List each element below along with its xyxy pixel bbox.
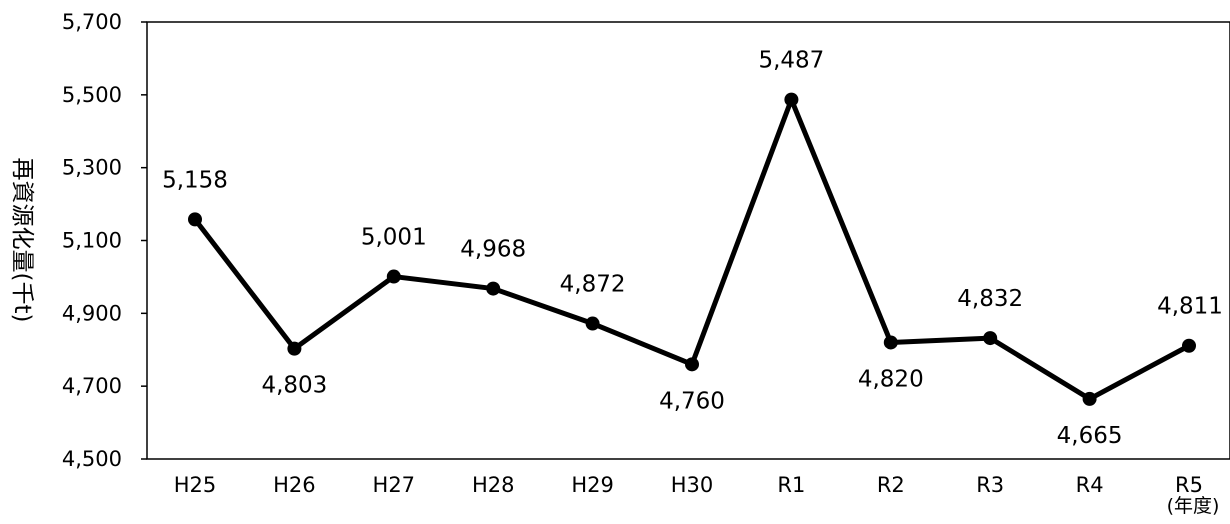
x-axis-ticks: H25 H26 H27 H28 H29 H30 R1 R2 R3 R4 R5 — [174, 473, 1203, 497]
data-point-marker — [685, 357, 699, 372]
data-point-marker — [883, 335, 898, 350]
data-point-marker — [983, 331, 998, 346]
y-tick-label: 4,500 — [62, 447, 122, 471]
data-label: 4,872 — [560, 272, 626, 298]
data-point-marker — [486, 281, 501, 296]
x-tick-label: H29 — [571, 473, 614, 497]
x-tick-label: R4 — [1076, 473, 1104, 497]
data-label: 5,158 — [162, 167, 228, 193]
y-tick-label: 4,900 — [62, 301, 122, 325]
y-axis-title: 再資源化量(千t) — [9, 158, 35, 323]
x-tick-label: R5 — [1175, 473, 1203, 497]
x-tick-label: H25 — [174, 473, 217, 497]
x-tick-label: H27 — [373, 473, 416, 497]
data-point-marker — [784, 92, 799, 107]
x-tick-label: H26 — [273, 473, 316, 497]
data-labels-group: 5,158 4,803 5,001 4,968 4,872 4,760 5,487 4,820… — [162, 48, 1223, 449]
x-tick-label: R2 — [877, 473, 905, 497]
data-label: 4,811 — [1157, 294, 1223, 320]
x-tick-label: R3 — [976, 473, 1004, 497]
x-tick-label: R1 — [777, 473, 805, 497]
series-group — [188, 92, 1196, 406]
x-axis-unit-label: (年度) — [1167, 495, 1220, 517]
data-label: 5,487 — [758, 48, 824, 74]
data-label: 4,665 — [1057, 423, 1123, 449]
y-tick-label: 5,700 — [62, 10, 122, 34]
series-line — [193, 97, 1191, 402]
data-point-marker — [386, 269, 401, 284]
data-point-marker — [188, 212, 202, 227]
y-tick-label: 5,300 — [62, 156, 122, 180]
data-label: 4,832 — [957, 286, 1023, 312]
x-tick-label: H28 — [472, 473, 515, 497]
data-label: 4,968 — [460, 237, 526, 263]
data-point-marker — [1182, 338, 1196, 353]
data-point-marker — [287, 341, 302, 356]
data-label: 4,803 — [261, 373, 327, 399]
y-tick-label: 4,700 — [62, 374, 122, 398]
data-point-marker — [585, 316, 600, 331]
y-axis-ticks: 4,500 4,700 4,900 5,100 5,300 5,500 5,700 — [62, 10, 147, 471]
data-label: 4,760 — [659, 388, 725, 414]
x-tick-label: H30 — [671, 473, 714, 497]
data-point-marker — [1082, 391, 1097, 406]
data-label: 4,820 — [858, 366, 924, 392]
data-label: 5,001 — [361, 225, 427, 251]
y-axis-title-text: 再資源化量(千t) — [9, 158, 35, 323]
y-tick-label: 5,500 — [62, 83, 122, 107]
y-tick-label: 5,100 — [62, 229, 122, 253]
